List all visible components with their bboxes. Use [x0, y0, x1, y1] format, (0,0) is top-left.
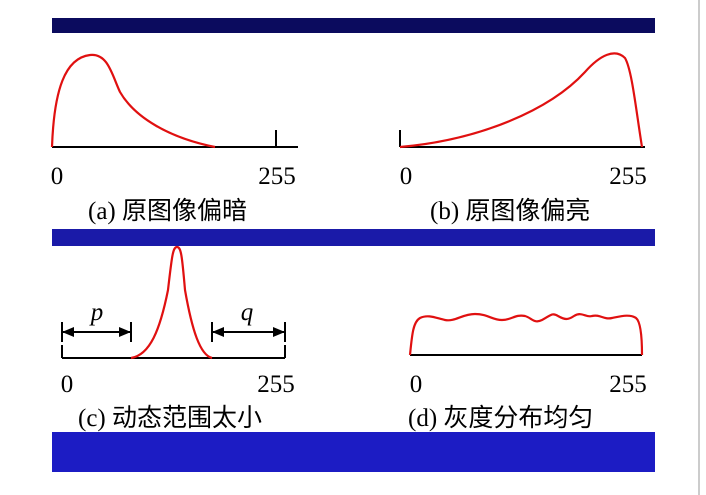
panel-c: p q 0 255 (c) 动态范围太小 — [61, 245, 295, 432]
panel-b: 0 255 (b) 原图像偏亮 — [399, 52, 647, 225]
axis-end-label: 255 — [258, 163, 296, 190]
histogram-curve — [408, 312, 644, 356]
axis-start-label: 0 — [400, 163, 413, 190]
middle-band — [52, 229, 655, 246]
histogram-curve — [399, 52, 644, 149]
histogram-curve — [50, 53, 216, 149]
axis — [52, 130, 298, 148]
axis-end-label: 255 — [609, 163, 647, 190]
gap-label: q — [241, 299, 254, 326]
axis — [61, 345, 286, 359]
caption: (b) 原图像偏亮 — [430, 197, 590, 225]
axis-start-label: 0 — [410, 371, 423, 398]
panel-d: 0 255 (d) 灰度分布均匀 — [408, 312, 647, 432]
caption: (c) 动态范围太小 — [78, 404, 262, 432]
axis-start-label: 0 — [61, 371, 74, 398]
gap-label: p — [89, 299, 104, 326]
axis-start-label: 0 — [51, 163, 64, 190]
bottom-band — [52, 432, 655, 472]
axis — [399, 130, 645, 148]
top-band — [52, 18, 655, 33]
histogram-curve — [130, 245, 213, 360]
axis-end-label: 255 — [257, 371, 295, 398]
caption: (d) 灰度分布均匀 — [408, 404, 593, 432]
panel-a: 0 255 (a) 原图像偏暗 — [50, 53, 298, 225]
caption: (a) 原图像偏暗 — [88, 197, 247, 225]
axis-end-label: 255 — [609, 371, 647, 398]
